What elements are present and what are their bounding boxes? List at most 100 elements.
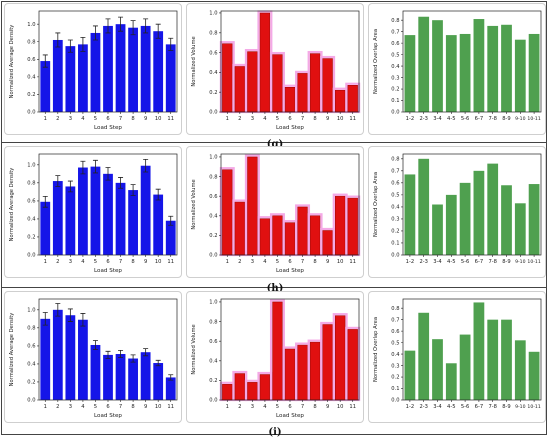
bar [528, 184, 540, 255]
y-tick-label: 0.5 [391, 52, 399, 58]
x-tick-label: 9 [326, 259, 329, 265]
x-tick-label: 3 [251, 404, 254, 410]
bar [140, 165, 151, 255]
error-bar [143, 18, 149, 34]
y-tick-label: 0.0 [209, 110, 217, 116]
x-tick-label: 8 [313, 404, 316, 410]
bar [115, 182, 126, 255]
bar [404, 350, 416, 400]
x-tick-label: 4 [263, 259, 267, 265]
bar [247, 382, 258, 401]
x-tick-label: 1 [44, 259, 47, 265]
bar [432, 339, 443, 400]
error-bar [92, 159, 98, 174]
error-bar [130, 20, 136, 36]
x-tick-label: 1-2 [406, 116, 414, 122]
x-tick-label: 9 [144, 404, 147, 410]
bar [432, 204, 443, 255]
error-bar [80, 160, 86, 175]
x-tick-label: 2 [238, 116, 241, 122]
plot-frame [38, 298, 178, 401]
y-tick-label: 1.0 [27, 22, 35, 28]
y-tick-label: 0.4 [27, 217, 36, 223]
y-axis-label: Normalized Average Density [9, 313, 15, 387]
error-bar [42, 195, 48, 208]
y-tick-label: 0.6 [27, 57, 35, 63]
plot-frame [402, 298, 542, 401]
x-tick-label: 7 [301, 404, 304, 410]
x-tick-label: 4-5 [447, 259, 455, 265]
row-divider [1, 142, 547, 143]
chart-svg: 1 2 3 4 5 6 7 8 9 10 11 0.0 0.2 0.4 0.6 0.8 1.0 Load Step… [9, 153, 178, 274]
y-tick-label: 0.4 [27, 75, 36, 81]
x-tick-label: 2 [56, 116, 59, 122]
bar [234, 66, 245, 113]
bar [140, 25, 151, 112]
chart-svg: 1 2 3 4 5 6 7 8 9 10 11 0.0 0.2 0.4 0.6 0.8 1.0 Load Step… [9, 298, 178, 419]
y-tick-label: 0.4 [209, 358, 218, 364]
bar [459, 182, 471, 255]
y-tick-label: 1.0 [209, 11, 217, 17]
y-axis-label: Normalized Overlap Area [373, 29, 379, 94]
x-tick-label: 2 [238, 259, 241, 265]
x-tick-label: 8-9 [502, 259, 510, 265]
bar [128, 358, 138, 400]
x-tick-label: 10 [337, 404, 344, 410]
error-bar [67, 39, 73, 53]
error-bar [42, 54, 48, 68]
bar [222, 169, 233, 256]
error-bar [155, 23, 161, 39]
bar [234, 201, 245, 256]
chart-svg: 1 2 3 4 5 6 7 8 9 10 11 0.0 0.2 0.4 0.6 0.8 1.0 Load Step… [191, 10, 361, 131]
y-tick-label: 0.0 [27, 253, 35, 259]
bar [52, 309, 63, 400]
error-bar [155, 359, 161, 367]
error-bar [143, 348, 149, 357]
x-tick-label: 11 [349, 116, 356, 122]
error-bar [92, 340, 98, 350]
x-tick-label: 4 [263, 404, 267, 410]
x-tick-label: 10 [155, 404, 162, 410]
x-tick-label: 7-8 [488, 404, 496, 410]
x-tick-label: 6 [288, 404, 291, 410]
y-tick-label: 0.2 [391, 229, 399, 235]
bar [153, 363, 164, 400]
bar [473, 170, 485, 255]
bar [259, 374, 271, 401]
x-tick-label: 2 [238, 404, 241, 410]
bar [501, 319, 512, 400]
bar [65, 315, 76, 400]
x-tick-label: 10-11 [527, 259, 540, 265]
x-tick-label: 9 [144, 259, 147, 265]
bar [514, 39, 526, 113]
bar [78, 167, 88, 255]
chart-panel-overlap: 1-2 2-3 3-4 4-5 5-6 6-7 7-8 8-9 9-10 10-11 0.0 0.1 0… [368, 3, 546, 135]
chart-panel-density: 1 2 3 4 5 6 7 8 9 10 11 0.0 0.2 0.4 0.6 0.8 1.0 Load Step… [4, 3, 182, 135]
y-tick-label: 0.7 [391, 317, 399, 323]
y-tick-label: 0.6 [209, 50, 217, 56]
x-tick-label: 2 [56, 404, 59, 410]
bar [40, 61, 51, 112]
x-tick-label: 5-6 [461, 259, 469, 265]
y-tick-label: 0.5 [391, 193, 399, 199]
y-tick-label: 0.4 [27, 362, 36, 368]
bar [309, 341, 321, 401]
y-tick-label: 0.6 [209, 194, 217, 200]
bar [165, 377, 176, 400]
x-tick-label: 7 [119, 259, 122, 265]
y-tick-label: 0.5 [391, 340, 399, 346]
x-tick-label: 5 [94, 259, 97, 265]
y-tick-label: 0.7 [391, 169, 399, 175]
bar [309, 53, 321, 113]
bar [335, 89, 346, 113]
bar [272, 301, 283, 401]
x-tick-label: 8 [313, 259, 316, 265]
bar [322, 324, 333, 401]
bar [40, 318, 51, 400]
bar [445, 194, 457, 255]
x-tick-label: 10 [155, 116, 162, 122]
y-tick-label: 0.4 [391, 64, 400, 70]
chart-svg: 1 2 3 4 5 6 7 8 9 10 11 0.0 0.2 0.4 0.6 0.8 1.0 Load Step… [191, 298, 361, 419]
y-tick-label: 0.2 [391, 375, 399, 381]
